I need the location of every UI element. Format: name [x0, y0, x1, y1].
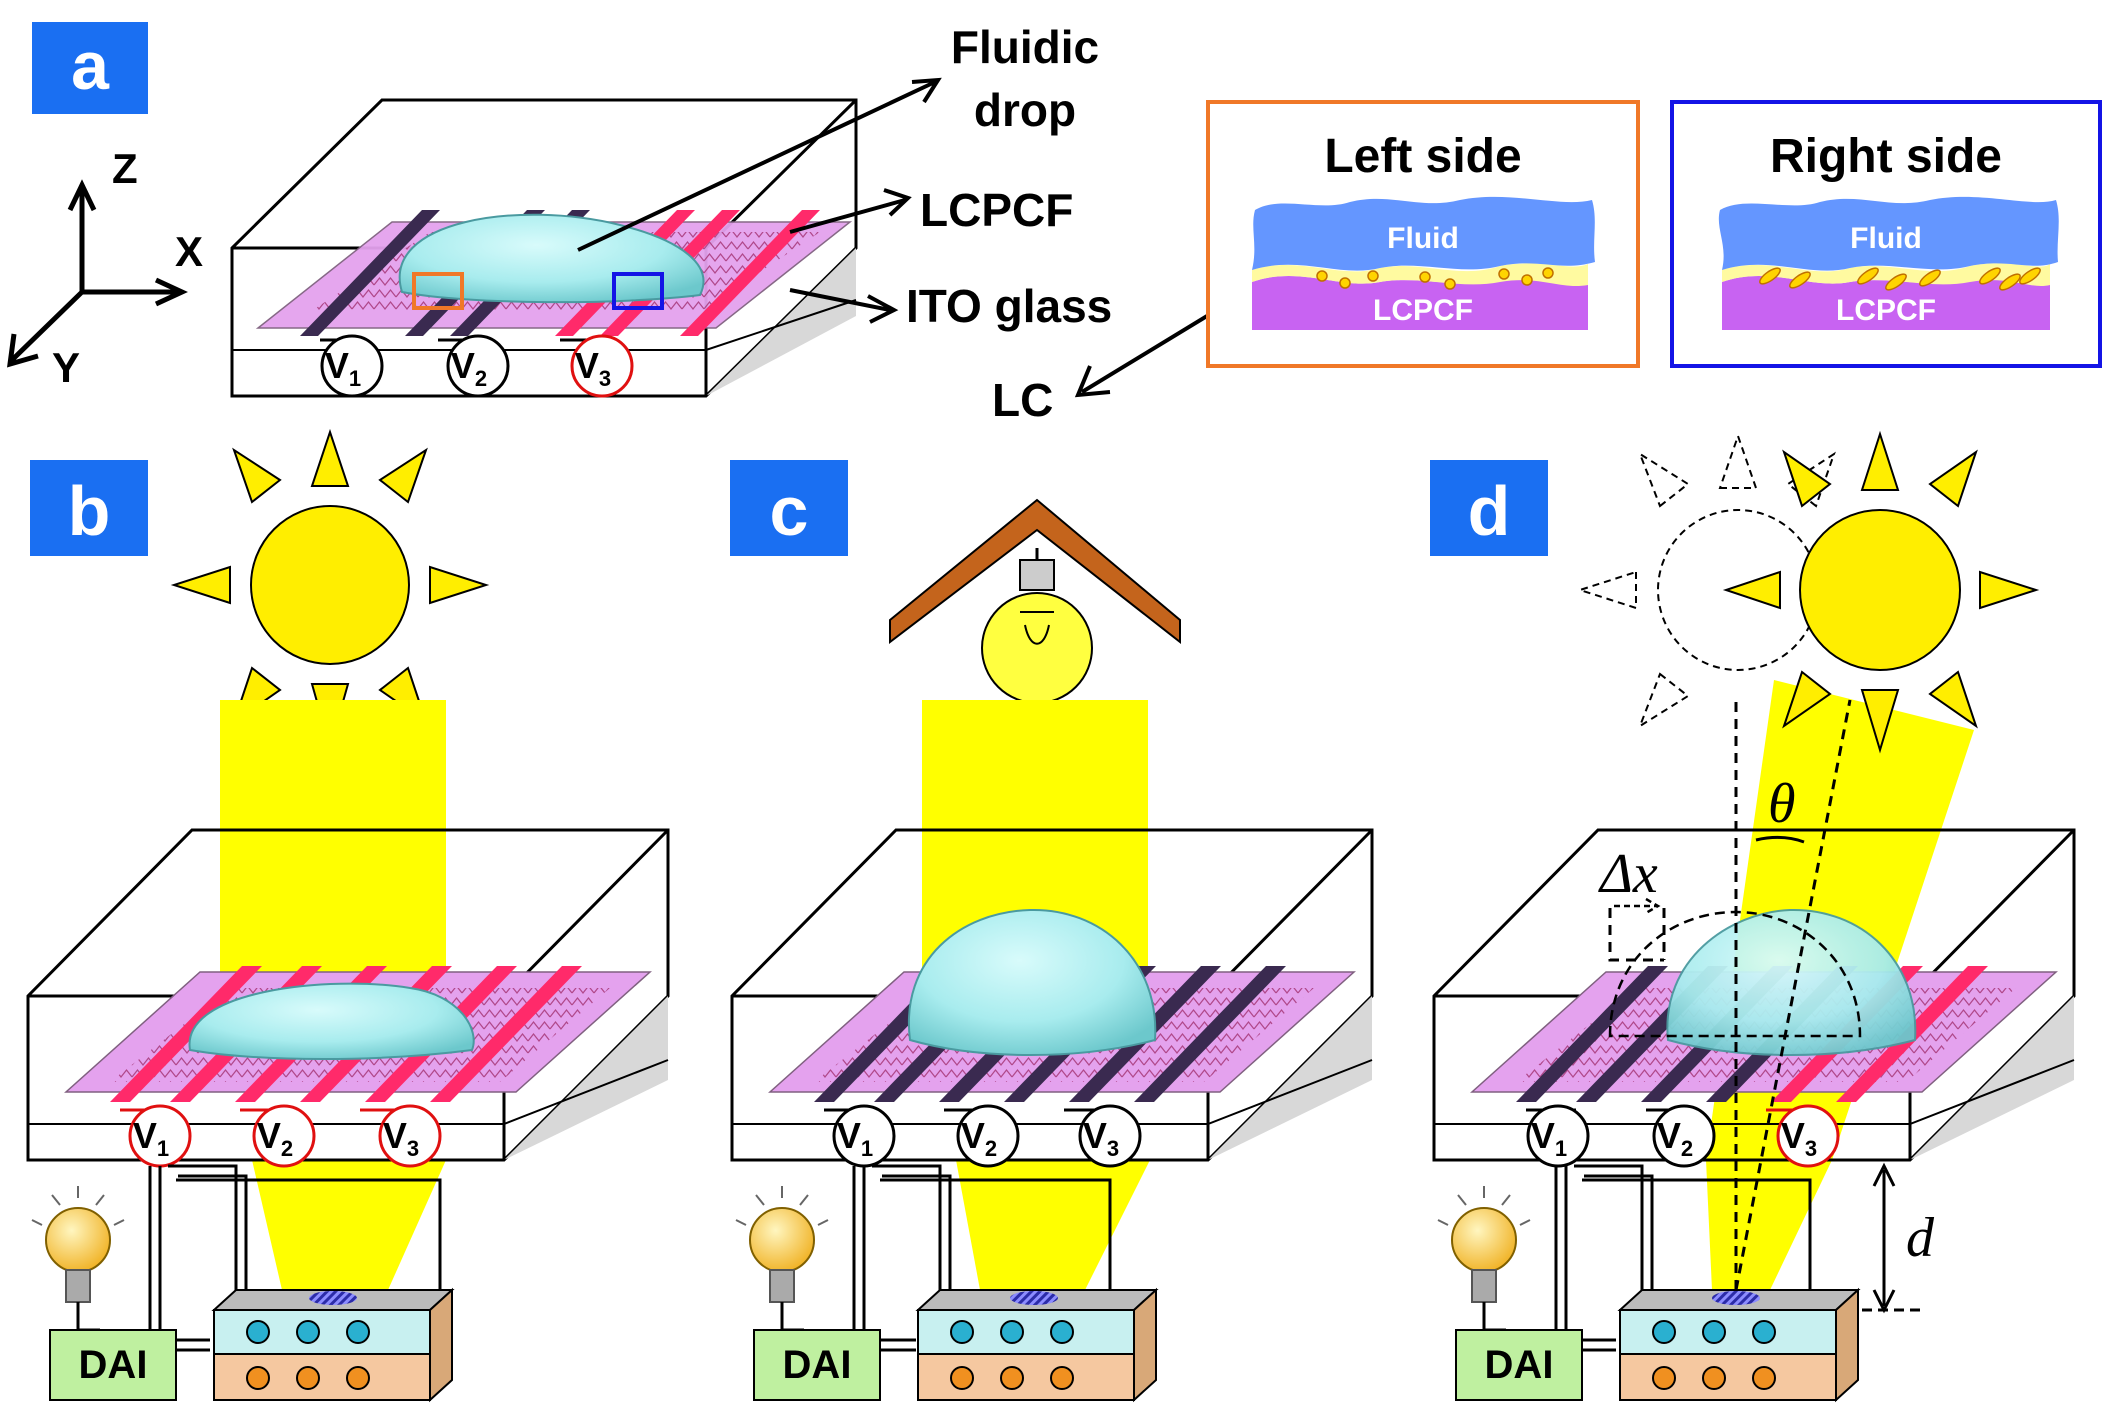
panel-a: a Z X Y: [7, 21, 2102, 426]
panel-label-c-box: [730, 460, 848, 556]
right-side-marker: [612, 272, 664, 310]
bulb-icon-b: [31, 1186, 125, 1332]
delta-x-label: Δx: [1598, 843, 1658, 905]
light-cone-d: [1706, 1160, 1832, 1290]
bulb-icon-c-top: [981, 548, 1093, 704]
dai-label-d: DAI: [1485, 1343, 1554, 1387]
callout-fluidic-drop-1: Fluidic: [951, 21, 1099, 73]
bulb-icon-d: [1437, 1186, 1531, 1332]
light-cone-c: [956, 1160, 1150, 1290]
panel-label-b-box: [30, 460, 148, 556]
svg-text:V1: V1: [133, 1115, 169, 1161]
svg-text:V2: V2: [257, 1115, 293, 1161]
generator-d: [1617, 1287, 1861, 1403]
inset-right-lcpcf: LCPCF: [1836, 294, 1936, 327]
svg-text:V1: V1: [837, 1115, 873, 1161]
dai-label-b: DAI: [79, 1343, 148, 1387]
wiring-d: [1554, 1164, 1812, 1352]
voltage-sources-d: V1 V2 V3: [1526, 1104, 1840, 1168]
axis-x-label: X: [175, 228, 203, 275]
theta-arc: [1755, 835, 1805, 844]
device-c: V1 V2 V3: [730, 828, 1374, 1168]
inset-right-title: Right side: [1770, 130, 2002, 183]
distance-arrow: [1872, 1162, 1896, 1314]
svg-text:V1: V1: [1531, 1115, 1567, 1161]
panel-label-a: a: [71, 28, 110, 104]
device-b: V1 V2 V3: [26, 828, 670, 1168]
dai-box-d: [1455, 1329, 1583, 1401]
inset-left-lcpcf: LCPCF: [1373, 294, 1473, 327]
voltage-sources-a: V1 V2 V3: [320, 334, 634, 398]
callout-lcpcf: LCPCF: [920, 184, 1073, 236]
device-a: V1 V2 V3: [230, 98, 858, 398]
bulb-icon-c: [735, 1186, 829, 1332]
svg-text:V2: V2: [1657, 1115, 1693, 1161]
axes-triad: [7, 179, 188, 368]
voltage-sources-b: V1 V2 V3: [120, 1104, 442, 1168]
svg-text:V3: V3: [383, 1115, 419, 1161]
inset-left-fluid: Fluid: [1387, 222, 1459, 255]
inset-right-side: Right side Fluid LCPCF: [1670, 100, 2102, 368]
dai-label-c: DAI: [783, 1343, 852, 1387]
wiring-c: [852, 1164, 1112, 1352]
callout-lc: LC: [992, 374, 1053, 426]
sun-icon-d: [1722, 430, 2040, 754]
inset-left-title: Left side: [1324, 130, 1521, 183]
theta-label: θ: [1768, 773, 1796, 835]
panel-c: c: [730, 460, 1374, 1403]
generator-c: [915, 1287, 1159, 1403]
voltage-sources-c: V1 V2 V3: [824, 1104, 1142, 1168]
axis-z-label: Z: [112, 145, 138, 192]
axis-y-label: Y: [52, 344, 80, 391]
distance-label: d: [1906, 1207, 1935, 1269]
svg-text:V1: V1: [325, 345, 361, 391]
svg-text:V3: V3: [1083, 1115, 1119, 1161]
panel-b: b: [26, 428, 670, 1403]
fluidic-drop-c: [907, 908, 1157, 1056]
svg-text:V3: V3: [575, 345, 611, 391]
svg-text:V2: V2: [961, 1115, 997, 1161]
svg-text:V3: V3: [1781, 1115, 1817, 1161]
panel-label-a-box: [32, 22, 148, 114]
callout-fluidic-drop-2: drop: [974, 84, 1076, 136]
svg-text:V2: V2: [451, 345, 487, 391]
fluidic-drop-b: [188, 982, 475, 1060]
inset-left-side: Left side Fluid LCPCF: [1206, 100, 1640, 368]
angle-lines: [1608, 699, 1852, 1291]
roof-icon: [889, 498, 1181, 645]
fluidic-drop-d: [1666, 908, 1917, 1056]
light-cone-b: [252, 1160, 446, 1290]
inset-right-fluid: Fluid: [1850, 222, 1922, 255]
callout-ito-glass: ITO glass: [906, 280, 1112, 332]
fluidic-drop-a: [398, 213, 705, 304]
callout-arrows: [577, 77, 1260, 398]
panel-d: d: [1430, 430, 2076, 1403]
dai-box-c: [753, 1329, 881, 1401]
panel-label-b: b: [68, 472, 111, 550]
panel-label-d: d: [1468, 472, 1511, 550]
panel-label-c: c: [770, 472, 809, 550]
generator-b: [211, 1287, 455, 1403]
device-d: V1 V2 V3: [1432, 828, 2076, 1168]
left-side-marker: [412, 272, 464, 310]
wiring-b: [148, 1164, 442, 1352]
panel-label-d-box: [1430, 460, 1548, 556]
dai-box-b: [49, 1329, 177, 1401]
delta-x-arrow: [1614, 897, 1661, 915]
